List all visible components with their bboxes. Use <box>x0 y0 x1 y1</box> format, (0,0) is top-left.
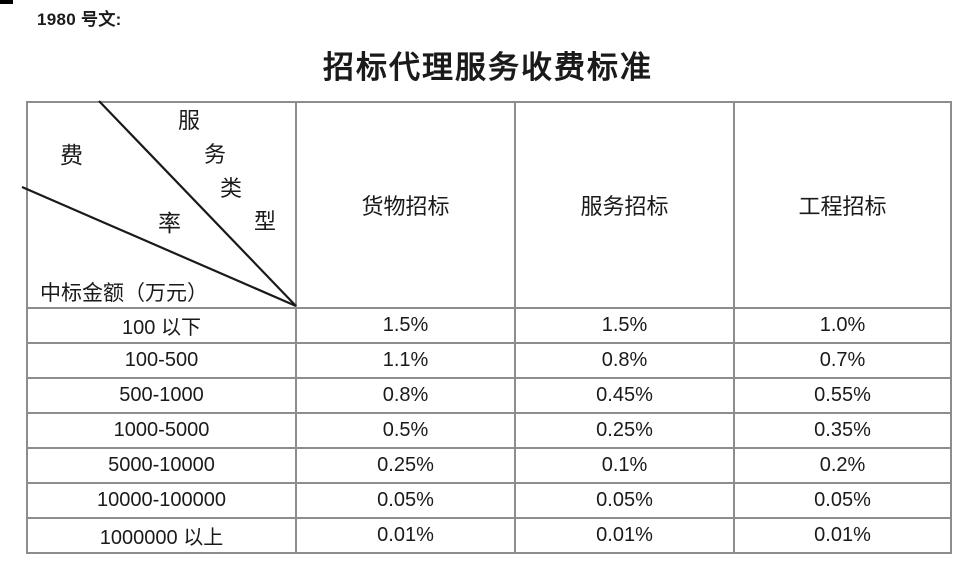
diagonal-line-upper <box>98 100 297 307</box>
table-row: 1000000 以上 0.01% 0.01% 0.01% <box>26 517 952 554</box>
corner-label-service-type-char: 类 <box>220 176 243 201</box>
corner-diagonal-lines <box>21 100 297 308</box>
works-rate-cell: 0.05% <box>733 482 952 519</box>
service-rate-cell: 0.05% <box>514 482 735 519</box>
service-rate-cell: 0.45% <box>514 377 735 414</box>
amount-cell: 100-500 <box>26 342 297 379</box>
column-header-works: 工程招标 <box>733 101 952 309</box>
column-header-service: 服务招标 <box>514 101 735 309</box>
amount-cell: 10000-100000 <box>26 482 297 519</box>
works-rate-cell: 0.2% <box>733 447 952 484</box>
column-header-goods: 货物招标 <box>295 101 516 309</box>
works-rate-cell: 0.55% <box>733 377 952 414</box>
fee-standard-table: 服 务 类 型 费 率 中标金额（万元） 货物招标 服务招标 工程招标 100 … <box>21 100 952 554</box>
goods-rate-cell: 1.1% <box>295 342 516 379</box>
corner-label-service-type-char: 务 <box>204 142 227 167</box>
goods-rate-cell: 1.5% <box>295 307 516 344</box>
corner-label-fee-char: 费 <box>60 143 83 168</box>
table-row: 500-1000 0.8% 0.45% 0.55% <box>26 377 952 414</box>
diagonal-line-lower <box>21 185 297 308</box>
goods-rate-cell: 0.5% <box>295 412 516 449</box>
goods-rate-cell: 0.01% <box>295 517 516 554</box>
corner-label-rate-char: 率 <box>158 211 181 236</box>
goods-rate-cell: 0.25% <box>295 447 516 484</box>
amount-cell: 5000-10000 <box>26 447 297 484</box>
works-rate-cell: 1.0% <box>733 307 952 344</box>
service-rate-cell: 0.25% <box>514 412 735 449</box>
corner-label-amount: 中标金额（万元） <box>40 281 208 305</box>
scan-artifact-mark <box>0 0 13 4</box>
table-row: 100-500 1.1% 0.8% 0.7% <box>26 342 952 379</box>
works-rate-cell: 0.35% <box>733 412 952 449</box>
amount-cell: 1000-5000 <box>26 412 297 449</box>
service-rate-cell: 1.5% <box>514 307 735 344</box>
doc-ref: 1980 号文: <box>37 10 122 29</box>
header-row: 服 务 类 型 费 率 中标金额（万元） 货物招标 服务招标 工程招标 <box>21 100 952 309</box>
corner-label-service-type-char: 型 <box>254 209 277 234</box>
table-row: 5000-10000 0.25% 0.1% 0.2% <box>26 447 952 484</box>
service-rate-cell: 0.8% <box>514 342 735 379</box>
table-row: 10000-100000 0.05% 0.05% 0.05% <box>26 482 952 519</box>
amount-cell: 1000000 以上 <box>26 517 297 554</box>
service-rate-cell: 0.01% <box>514 517 735 554</box>
amount-cell: 100 以下 <box>26 307 297 344</box>
table-row: 1000-5000 0.5% 0.25% 0.35% <box>26 412 952 449</box>
amount-cell: 500-1000 <box>26 377 297 414</box>
corner-label-service-type-char: 服 <box>178 108 201 133</box>
page-title: 招标代理服务收费标准 <box>323 50 653 85</box>
works-rate-cell: 0.01% <box>733 517 952 554</box>
works-rate-cell: 0.7% <box>733 342 952 379</box>
goods-rate-cell: 0.05% <box>295 482 516 519</box>
table-row: 100 以下 1.5% 1.5% 1.0% <box>26 307 952 344</box>
corner-header-cell: 服 务 类 型 费 率 中标金额（万元） <box>21 100 297 309</box>
goods-rate-cell: 0.8% <box>295 377 516 414</box>
service-rate-cell: 0.1% <box>514 447 735 484</box>
